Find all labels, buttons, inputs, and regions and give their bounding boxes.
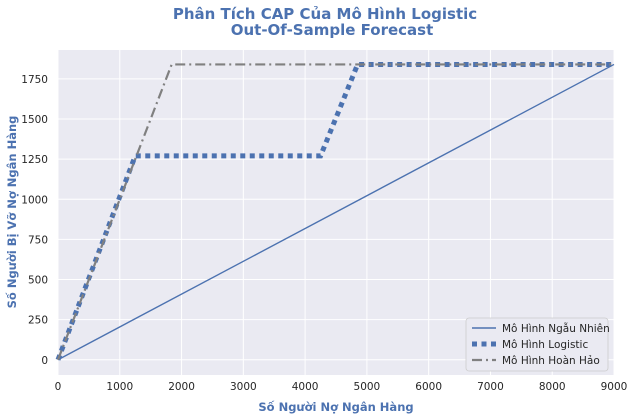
chart-subtitle: Out-Of-Sample Forecast [231, 21, 434, 39]
x-tick-label: 8000 [539, 381, 566, 393]
y-tick-label: 1750 [21, 74, 48, 86]
x-tick-label: 7000 [477, 381, 504, 393]
y-ticks: 0 250 500 750 1000 1250 1500 1750 [21, 74, 48, 367]
x-tick-label: 5000 [354, 381, 381, 393]
series-random-line [57, 63, 615, 361]
legend-box [465, 317, 609, 372]
legend-label-logistic: Mô Hình Logistic [502, 339, 588, 351]
series-layer [55, 61, 615, 361]
y-tick-label: 1000 [21, 194, 48, 206]
x-tick-label: 0 [55, 381, 62, 393]
x-ticks: 0 1000 2000 3000 4000 5000 6000 7000 8000 9000 [55, 381, 628, 393]
x-tick-label: 6000 [415, 381, 442, 393]
series-perfect-line [56, 63, 614, 361]
y-tick-label: 0 [41, 355, 48, 367]
chart-title: Phân Tích CAP Của Mô Hình Logistic [173, 5, 477, 23]
y-tick-label: 1500 [21, 114, 48, 126]
legend: Mô Hình Ngẫu Nhiên Mô Hình Logistic Mô H… [465, 317, 610, 372]
x-tick-label: 2000 [168, 381, 195, 393]
legend-label-random: Mô Hình Ngẫu Nhiên [502, 322, 610, 335]
x-axis-label: Số Người Nợ Ngân Hàng [258, 400, 413, 414]
x-tick-label: 3000 [230, 381, 257, 393]
legend-label-perfect: Mô Hình Hoàn Hảo [502, 355, 600, 367]
y-axis-label: Số Người Bị Vỡ Nợ Ngân Hàng [5, 116, 19, 309]
y-tick-label: 750 [28, 234, 48, 246]
x-tick-label: 4000 [292, 381, 319, 393]
y-tick-label: 1250 [21, 154, 48, 166]
y-tick-label: 500 [28, 275, 48, 287]
x-tick-label: 1000 [106, 381, 133, 393]
x-tick-label: 9000 [601, 381, 628, 393]
y-tick-label: 250 [28, 315, 48, 327]
